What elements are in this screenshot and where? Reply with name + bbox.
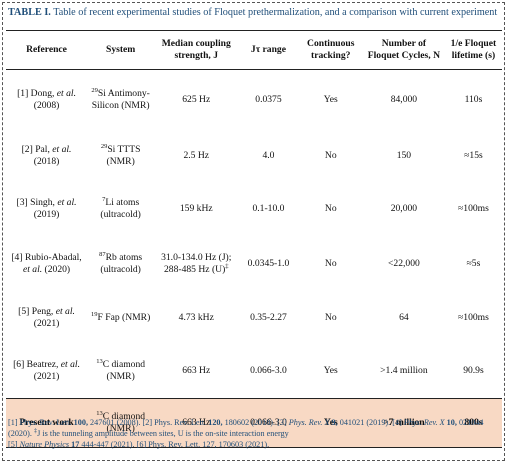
cell-system: 7Li atoms (ultracold): [100, 196, 141, 220]
cell-jt: 0.35-2.27: [250, 312, 287, 324]
cell-cycles: 84,000: [390, 93, 418, 105]
cell-jt: 4.0: [262, 150, 275, 162]
cell-lifetime: 800s: [444, 398, 502, 448]
cell-cycles: >7 million: [362, 398, 445, 448]
cell-system: 29Si Antimony-Silicon (NMR): [91, 86, 150, 111]
header-cycles: Number of Floquet Cycles, N: [367, 38, 440, 61]
cell-jt: 0.1-10.0: [252, 203, 285, 215]
header-system: System: [105, 44, 136, 56]
table-caption: TABLE I. Table of recent experimental st…: [8, 6, 500, 19]
header-row: Reference System Median coupling strength…: [6, 30, 502, 70]
cell-lifetime: ≈100ms: [458, 203, 489, 215]
present-work-row: Present work 13C diamond (NMR) 663 Hz 0.…: [6, 398, 502, 448]
cell-cycles: 64: [399, 312, 409, 324]
table-row: [5] Peng, et al. (2021) 19F Fap (NMR) 4.…: [6, 292, 502, 345]
table-row: [6] Beatrez, et al. (2021) 13C diamond (…: [6, 344, 502, 399]
caption-text: Table of recent experimental studies of …: [53, 7, 498, 18]
cell-tracking: No: [324, 312, 337, 324]
table-row: [1] Dong, et al. (2008) 29Si Antimony-Si…: [6, 70, 502, 130]
table-header: Reference System Median coupling strength…: [6, 30, 502, 70]
cell-reference: Present work: [6, 398, 88, 448]
cell-tracking: No: [324, 150, 337, 162]
cell-lifetime: ≈5s: [466, 257, 481, 269]
header-tracking: Continuous tracking?: [307, 38, 355, 61]
cell-jt: 0.0375: [255, 93, 282, 105]
cell-reference: [3] Singh, et al. (2019): [16, 197, 77, 220]
cell-cycles: 150: [396, 150, 412, 162]
cell-lifetime: 110s: [464, 93, 483, 105]
header-jt-range: Jτ range: [250, 44, 286, 56]
cell-coupling: 4.73 kHz: [178, 312, 214, 324]
cell-coupling: 663 Hz: [154, 398, 239, 448]
cell-jt: 0.0345-1.0: [247, 257, 290, 269]
cell-tracking: No: [324, 257, 337, 269]
cell-lifetime: 90.9s: [444, 344, 502, 399]
references-footnote: [1] Phys. Rev. Lett. 100, 247601 (2008).…: [8, 418, 484, 449]
cell-coupling: 159 kHz: [179, 203, 213, 215]
table-row: [3] Singh, et al. (2019) 7Li atoms (ultr…: [6, 183, 502, 236]
cell-jt: 0.066-3.0: [238, 344, 299, 399]
cell-system: 13C diamond (NMR): [87, 344, 155, 399]
cell-tracking: Yes: [323, 93, 338, 105]
caption-label: TABLE I.: [8, 7, 51, 18]
cell-cycles: 20,000: [390, 203, 418, 215]
cell-coupling: 2.5 Hz: [183, 150, 210, 162]
cell-system: 13C diamond (NMR): [87, 398, 155, 448]
floquet-studies-table: Reference System Median coupling strength…: [6, 30, 502, 448]
header-coupling: Median coupling strength, J: [161, 38, 231, 61]
cell-lifetime: ≈15s: [464, 150, 483, 162]
cell-tracking: No: [324, 203, 337, 215]
table-row: [4] Rubio-Abadal, et al. (2020) 87Rb ato…: [6, 236, 502, 292]
table-row: [2] Pal, et al. (2018) 29Si TTTS (NMR) 2…: [6, 130, 502, 183]
cell-reference: [5] Peng, et al. (2021): [18, 306, 75, 329]
header-lifetime: 1/e Floquet lifetime (s): [450, 38, 497, 61]
cell-coupling: 625 Hz: [182, 93, 211, 105]
cell-system: 19F Fap (NMR): [91, 311, 151, 324]
cell-jt: 0.066-3.0: [238, 398, 299, 448]
cell-system: 29Si TTTS (NMR): [100, 143, 141, 167]
header-reference: Reference: [26, 44, 67, 56]
cell-reference: [4] Rubio-Abadal, et al. (2020): [11, 251, 82, 275]
cell-reference: [6] Beatrez, et al. (2021): [6, 344, 88, 399]
table-frame: [2, 2, 505, 461]
cell-cycles: <22,000: [388, 257, 420, 269]
cell-cycles: >1.4 million: [362, 344, 445, 399]
cell-system: 87Rb atoms (ultracold): [99, 250, 143, 275]
cell-reference: [1] Dong, et al. (2008): [17, 88, 76, 111]
cell-tracking: Yes: [298, 344, 363, 399]
cell-reference: [2] Pal, et al. (2018): [21, 144, 72, 167]
cell-lifetime: ≈100ms: [458, 312, 489, 324]
cell-tracking: Yes: [298, 398, 363, 448]
cell-coupling: 31.0-134.0 Hz (J); 288-485 Hz (U)‡: [161, 251, 232, 275]
cell-coupling: 663 Hz: [154, 344, 239, 399]
table-body: [1] Dong, et al. (2008) 29Si Antimony-Si…: [6, 70, 502, 448]
